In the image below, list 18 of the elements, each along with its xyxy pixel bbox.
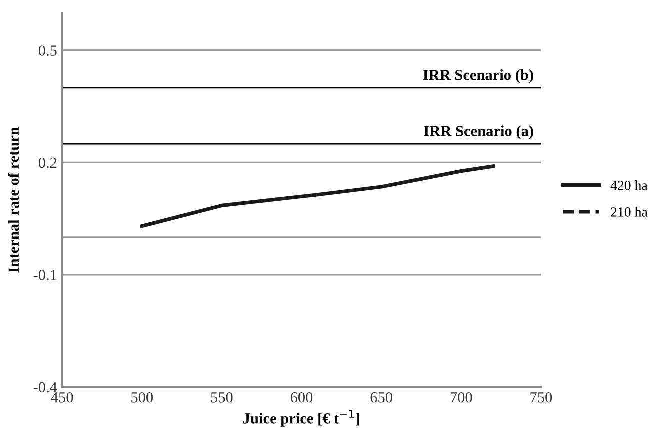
legend-label: 420 ha [610,180,648,190]
y-tick-label: 0.2 [38,158,57,168]
ref-line-label: IRR Scenario (a) [424,126,534,140]
y-axis-title: Internal rate of return [8,127,20,273]
ref-line-label: IRR Scenario (b) [423,70,534,84]
x-axis-title: Juice price [€ t$^{−1}$] [244,410,360,427]
line-series [140,164,496,228]
y-tick-label: -0.4 [34,382,58,393]
y-tick-label: -0.1 [34,270,57,280]
x-tick-label: 750 [530,392,552,403]
x-tick-label: 700 [450,392,472,403]
x-tick-label: 650 [370,392,392,403]
legend-label: 210 ha [611,207,648,217]
x-tick-label: 500 [132,392,154,403]
y-tick-label: 0.5 [38,46,57,56]
x-tick-label: 600 [290,392,313,403]
x-tick-label: 550 [211,392,233,403]
x-tick-label: 450 [51,392,74,403]
